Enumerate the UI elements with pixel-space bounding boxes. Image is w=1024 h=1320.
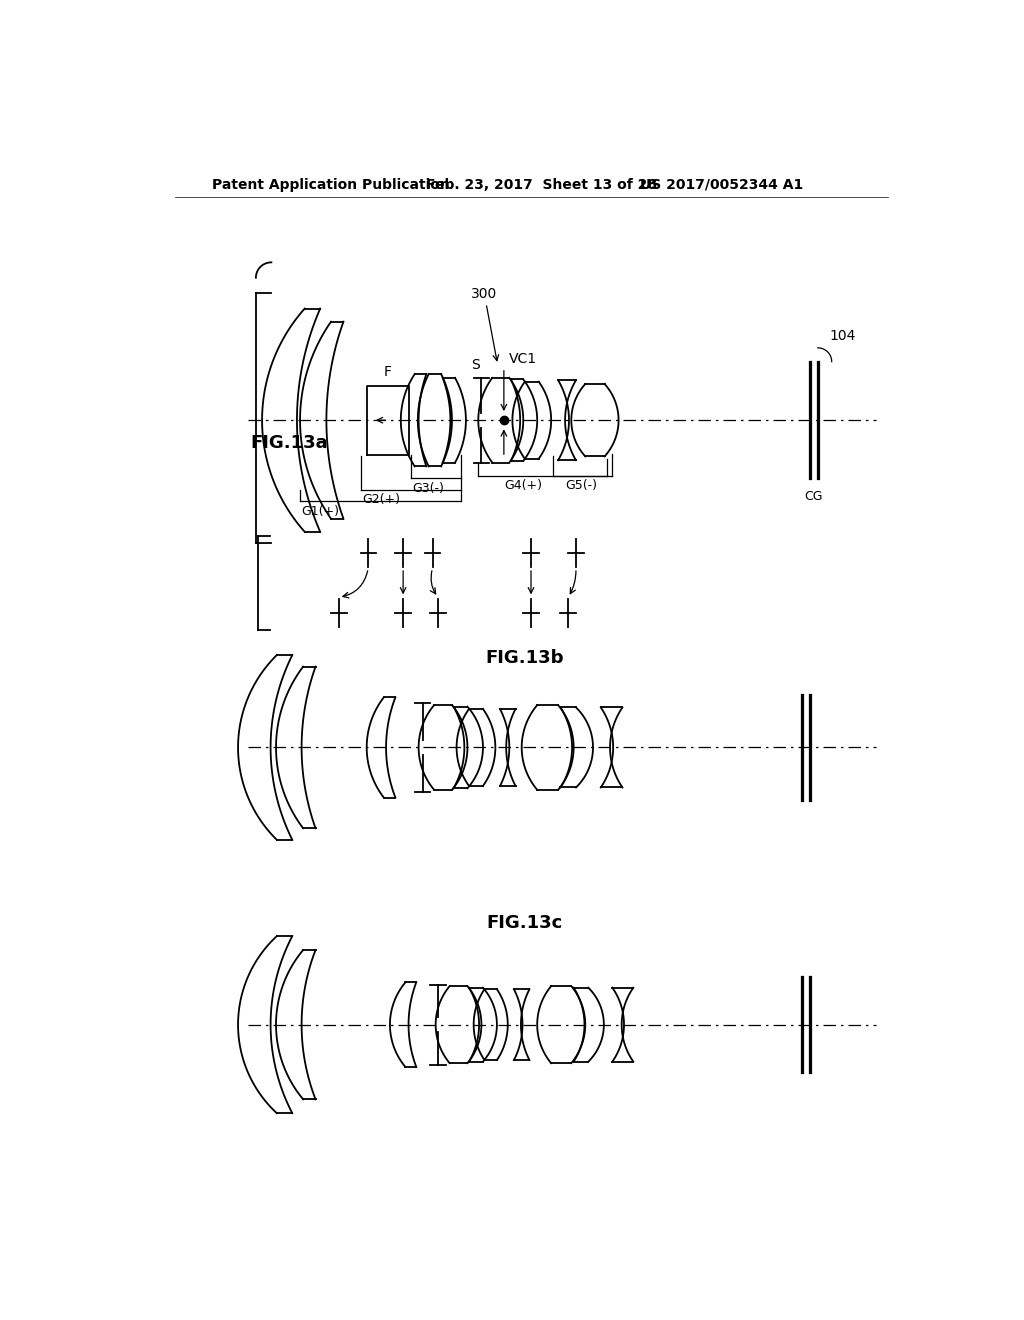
Text: CG: CG: [805, 490, 823, 503]
Text: Feb. 23, 2017  Sheet 13 of 28: Feb. 23, 2017 Sheet 13 of 28: [426, 178, 657, 191]
Text: VC1: VC1: [509, 352, 537, 367]
Text: US 2017/0052344 A1: US 2017/0052344 A1: [640, 178, 803, 191]
Text: S: S: [471, 358, 479, 372]
Text: G5(-): G5(-): [565, 479, 597, 492]
Text: G3(-): G3(-): [413, 482, 444, 495]
Text: FIG.13b: FIG.13b: [485, 648, 564, 667]
Text: 104: 104: [829, 329, 856, 343]
Text: F: F: [384, 366, 391, 379]
Text: G1(+): G1(+): [302, 506, 340, 517]
Text: G2(+): G2(+): [362, 494, 400, 507]
Text: G4(+): G4(+): [504, 479, 543, 492]
Text: FIG.13c: FIG.13c: [486, 915, 563, 932]
Text: Patent Application Publication: Patent Application Publication: [212, 178, 450, 191]
Text: 300: 300: [471, 286, 498, 301]
Text: FIG.13a: FIG.13a: [251, 434, 328, 453]
